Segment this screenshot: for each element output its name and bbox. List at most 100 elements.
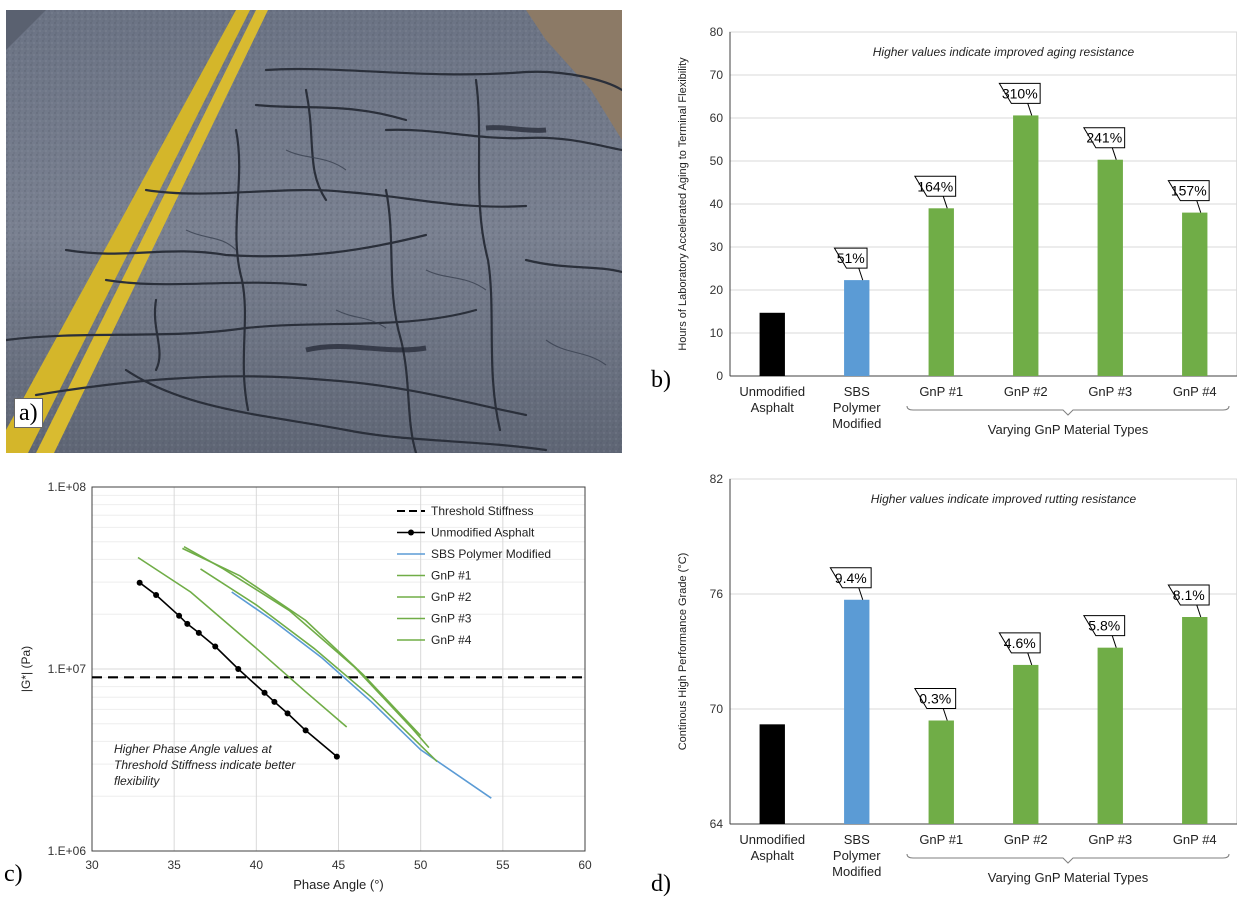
- data-label-callout: [913, 175, 957, 209]
- road-photo-illustration: [6, 10, 622, 453]
- data-point: [136, 579, 143, 586]
- y-tick-label: 1.E+08: [48, 480, 87, 494]
- data-point: [184, 620, 191, 627]
- y-tick-label: 1.E+07: [48, 662, 87, 676]
- y-tick-label: 70: [710, 702, 724, 716]
- x-tick-label: GnP #1: [919, 832, 963, 847]
- bar: [1097, 647, 1123, 824]
- panel-label-d: d): [651, 871, 671, 897]
- bar: [759, 724, 785, 824]
- x-tick-label: GnP #2: [1004, 384, 1048, 399]
- y-axis-label: |G*| (Pa): [19, 646, 33, 692]
- data-label: 241%: [1086, 130, 1122, 146]
- data-point: [212, 643, 219, 650]
- data-label: 164%: [917, 178, 953, 194]
- bar: [759, 312, 785, 376]
- y-axis-label: Continous High Performance Grade (°C): [677, 553, 689, 751]
- x-tick-label: 45: [332, 858, 346, 872]
- y-axis-label: Hours of Laboratory Accelerated Aging to…: [677, 57, 689, 351]
- y-tick-label: 64: [710, 817, 724, 831]
- y-tick-label: 30: [710, 240, 724, 254]
- data-point: [333, 753, 340, 760]
- yellow-lane-line-left: [6, 10, 250, 453]
- legend-entry: GnP #3: [431, 612, 472, 626]
- data-label: 310%: [1002, 85, 1038, 101]
- series-line: [137, 556, 348, 728]
- bar: [1013, 664, 1039, 824]
- y-tick-label: 50: [710, 154, 724, 168]
- bar: [844, 280, 870, 376]
- chart-annotation: Higher Phase Angle values at Threshold St…: [114, 742, 296, 788]
- series-line: [182, 547, 422, 737]
- data-label: 0.3%: [919, 691, 951, 707]
- x-tick-label: GnP #2: [1004, 832, 1048, 847]
- group-bracket: [906, 405, 1230, 416]
- data-label-callout: [1167, 584, 1210, 618]
- data-label-callout: [829, 567, 872, 600]
- data-label-callout: [913, 688, 957, 721]
- legend-entry: Unmodified Asphalt: [431, 526, 535, 540]
- y-tick-label: 1.E+06: [48, 844, 87, 858]
- data-label-callout: [1082, 127, 1126, 160]
- group-label: Varying GnP Material Types: [988, 870, 1149, 885]
- bar: [928, 720, 954, 824]
- data-point: [195, 629, 202, 636]
- y-tick-label: 76: [710, 587, 724, 601]
- group-bracket: [906, 853, 1230, 864]
- legend-entry: GnP #4: [431, 633, 472, 647]
- panel-label-b: b): [651, 367, 671, 393]
- plot-area-border: [729, 478, 1237, 825]
- x-tick-label: 55: [496, 858, 510, 872]
- bar: [1182, 212, 1208, 376]
- y-tick-label: 70: [710, 68, 724, 82]
- data-label-callout: [998, 82, 1041, 116]
- x-tick-label: GnP #4: [1173, 384, 1217, 399]
- data-point: [284, 710, 291, 717]
- data-label-callout: [833, 247, 868, 281]
- data-point: [235, 666, 242, 672]
- x-tick-label: GnP #4: [1173, 832, 1217, 847]
- x-axis-label: Phase Angle (°): [293, 877, 383, 892]
- legend-entry: GnP #2: [431, 590, 472, 604]
- x-tick-label: SBS Polymer Modified: [832, 832, 881, 879]
- data-point: [302, 727, 309, 734]
- panel-label-a: a): [14, 398, 43, 428]
- x-tick-label: Unmodified Asphalt: [739, 832, 805, 863]
- bar: [928, 208, 954, 376]
- series-line: [139, 582, 338, 758]
- y-tick-label: 0: [716, 369, 723, 383]
- bar: [1013, 115, 1039, 377]
- bar: [1097, 159, 1123, 376]
- y-tick-label: 82: [710, 472, 724, 486]
- data-point: [261, 689, 268, 696]
- rutting-resistance-bar-chart: 64 70 76 82 Unmodified Asphalt SBS Polymer Modif…: [677, 472, 1237, 885]
- stiffness-phase-angle-line-chart: 30 35 40 45 50 55 60 1.E+06 1.E+07 1.E+08 Threshol…: [19, 480, 592, 892]
- panel-label-c: c): [4, 861, 23, 887]
- y-tick-label: 40: [710, 197, 724, 211]
- data-label: 8.1%: [1173, 587, 1205, 603]
- legend-entry: SBS Polymer Modified: [431, 547, 551, 561]
- y-tick-label: 20: [710, 283, 724, 297]
- data-point: [271, 698, 278, 705]
- data-point: [176, 612, 183, 619]
- data-label: 51%: [837, 250, 865, 266]
- yellow-lane-line-right: [36, 10, 268, 453]
- y-tick-label: 60: [710, 111, 724, 125]
- cracked-road-photo: [6, 10, 622, 453]
- y-tick-label: 80: [710, 25, 724, 39]
- pavement-cracks: [6, 67, 622, 453]
- y-tick-label: 10: [710, 326, 724, 340]
- x-tick-label: SBS Polymer Modified: [832, 384, 881, 431]
- bar: [844, 599, 870, 824]
- legend-entry: GnP #1: [431, 569, 472, 583]
- chart-annotation: Higher values indicate improved aging re…: [873, 45, 1135, 59]
- x-tick-label: 30: [85, 858, 99, 872]
- aging-resistance-bar-chart: 0 10 20 30 40 50 60 70 80 Unmodified Asphalt SBS Pol…: [677, 25, 1237, 437]
- x-tick-label: 50: [414, 858, 428, 872]
- x-tick-label: 35: [167, 858, 181, 872]
- x-tick-label: 60: [578, 858, 592, 872]
- x-tick-label: Unmodified Asphalt: [739, 384, 805, 415]
- data-label: 9.4%: [835, 570, 867, 586]
- data-label-callout: [998, 632, 1041, 666]
- legend-entry: Threshold Stiffness: [431, 504, 534, 518]
